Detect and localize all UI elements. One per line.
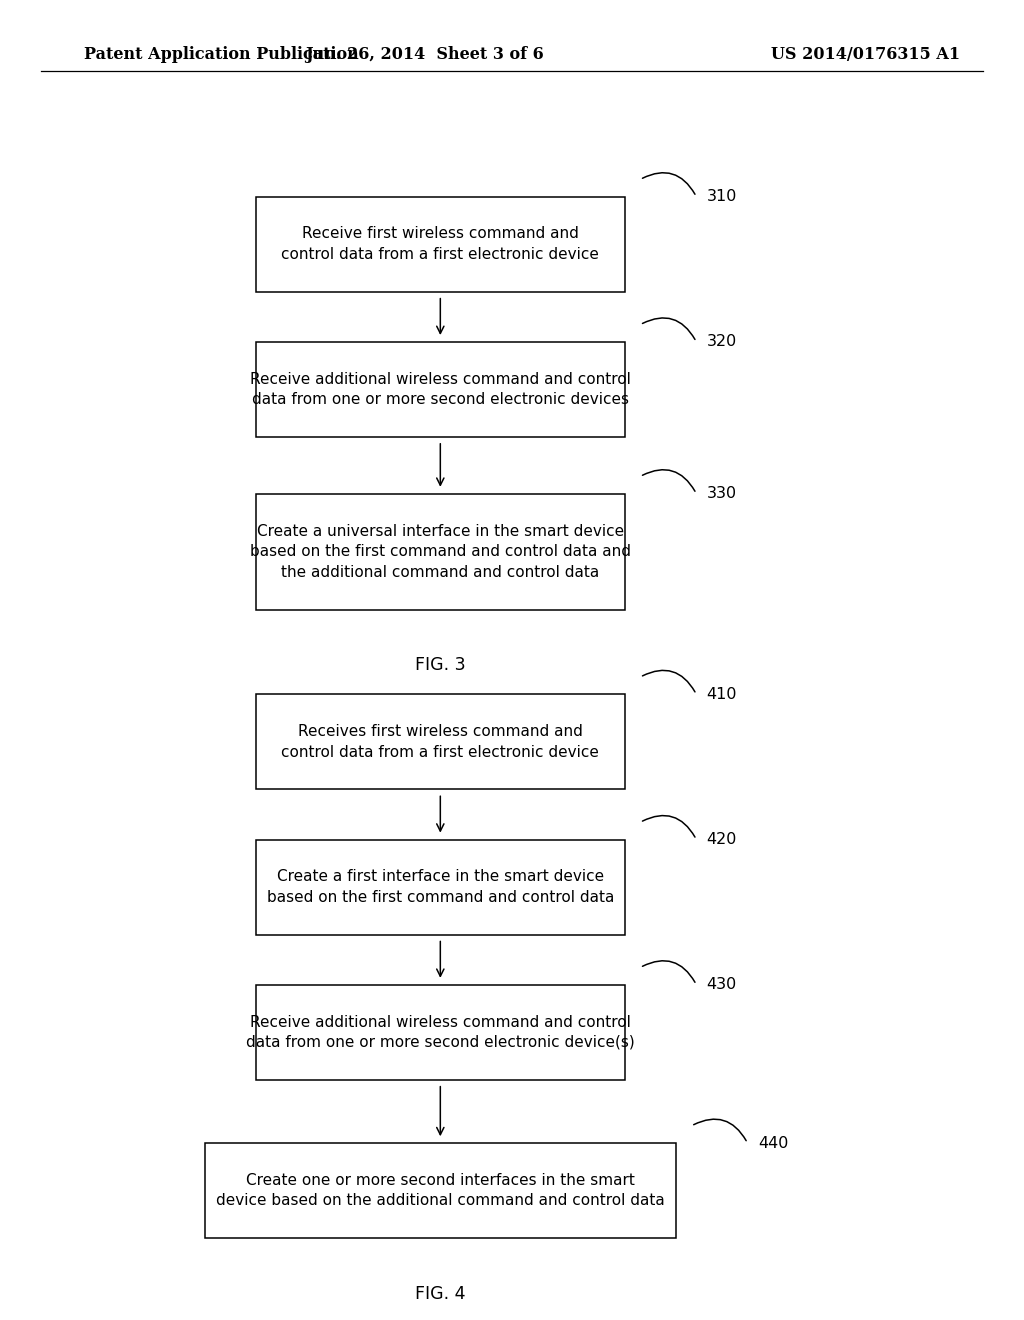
Text: 320: 320: [707, 334, 737, 350]
Bar: [256, 494, 625, 610]
Bar: [256, 985, 625, 1080]
Text: Receive first wireless command and
control data from a first electronic device: Receive first wireless command and contr…: [282, 227, 599, 261]
Bar: [256, 694, 625, 789]
Bar: [256, 342, 625, 437]
Bar: [256, 197, 625, 292]
Text: Create a universal interface in the smart device
based on the first command and : Create a universal interface in the smar…: [250, 524, 631, 579]
Bar: [205, 1143, 676, 1238]
Text: Receives first wireless command and
control data from a first electronic device: Receives first wireless command and cont…: [282, 725, 599, 759]
Text: 310: 310: [707, 189, 737, 205]
Text: Receive additional wireless command and control
data from one or more second ele: Receive additional wireless command and …: [246, 1015, 635, 1049]
Text: Create a first interface in the smart device
based on the first command and cont: Create a first interface in the smart de…: [266, 870, 614, 904]
Text: FIG. 3: FIG. 3: [415, 656, 466, 675]
Bar: [256, 840, 625, 935]
Text: FIG. 4: FIG. 4: [415, 1284, 466, 1303]
Text: Create one or more second interfaces in the smart
device based on the additional: Create one or more second interfaces in …: [216, 1173, 665, 1208]
Text: Jun. 26, 2014  Sheet 3 of 6: Jun. 26, 2014 Sheet 3 of 6: [305, 46, 545, 62]
Text: 420: 420: [707, 832, 737, 847]
Text: 410: 410: [707, 686, 737, 702]
Text: Patent Application Publication: Patent Application Publication: [84, 46, 358, 62]
Text: 330: 330: [707, 486, 736, 502]
Text: US 2014/0176315 A1: US 2014/0176315 A1: [771, 46, 959, 62]
Text: 440: 440: [758, 1135, 788, 1151]
Text: Receive additional wireless command and control
data from one or more second ele: Receive additional wireless command and …: [250, 372, 631, 407]
Text: 430: 430: [707, 977, 737, 993]
